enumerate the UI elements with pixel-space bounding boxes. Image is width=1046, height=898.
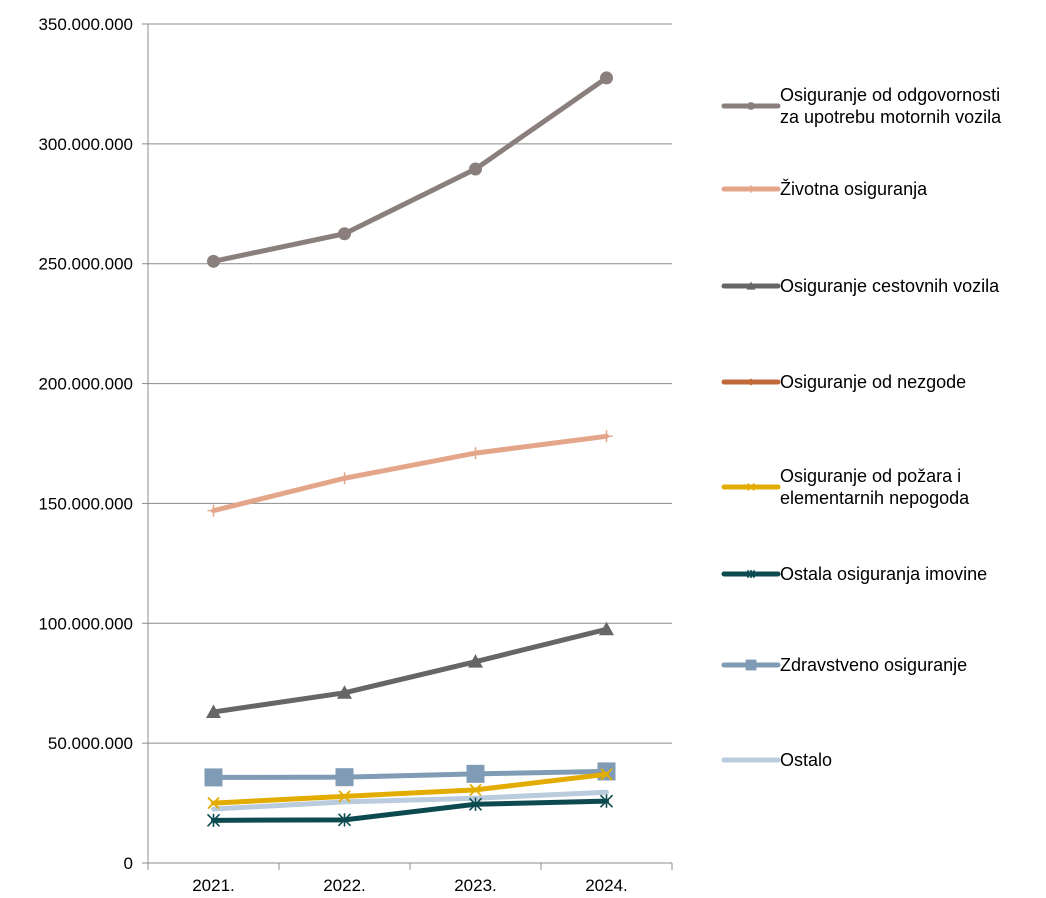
x-axis-tick-labels: 2021. 2022. 2023. 2024. <box>192 876 628 895</box>
data-point <box>600 71 613 84</box>
data-point <box>205 768 223 786</box>
legend-label: elementarnih nepogoda <box>780 488 970 508</box>
y-tick-label: 100.000.000 <box>38 614 133 633</box>
legend-marker <box>747 378 754 385</box>
data-point <box>338 227 351 240</box>
series-group <box>205 71 616 826</box>
series-line-6 <box>214 771 607 777</box>
y-tick-label: 150.000.000 <box>38 494 133 513</box>
x-tick-label: 2022. <box>323 876 366 895</box>
legend-label: Osiguranje od odgovornosti <box>780 85 1000 105</box>
y-tick-label: 300.000.000 <box>38 135 133 154</box>
y-tick-label: 250.000.000 <box>38 255 133 274</box>
series-line-2 <box>214 629 607 712</box>
y-tick-label: 0 <box>124 854 133 873</box>
data-point <box>467 765 485 783</box>
y-tick-label: 200.000.000 <box>38 375 133 394</box>
gridlines <box>148 24 672 743</box>
x-tick-label: 2023. <box>454 876 497 895</box>
x-tick-label: 2024. <box>585 876 628 895</box>
data-point <box>208 505 220 517</box>
x-tick-label: 2021. <box>192 876 235 895</box>
legend-marker <box>747 102 755 110</box>
legend-label: Ostalo <box>780 750 832 770</box>
legend-label: Osiguranje od požara i <box>780 466 961 486</box>
data-point <box>601 430 613 442</box>
legend-label: za upotrebu motornih vozila <box>780 107 1002 127</box>
legend-label: Ostala osiguranja imovine <box>780 564 987 584</box>
legend-label: Zdravstveno osiguranje <box>780 655 967 675</box>
series-line-0 <box>214 78 607 261</box>
legend-label: Osiguranje cestovnih vozila <box>780 276 1000 296</box>
series-line-1 <box>214 436 607 510</box>
legend-label: Životna osiguranja <box>780 179 928 199</box>
data-point <box>336 768 354 786</box>
data-point <box>207 255 220 268</box>
data-point <box>339 472 351 484</box>
data-point <box>470 447 482 459</box>
data-point <box>469 163 482 176</box>
legend-marker <box>747 185 754 192</box>
legend-marker <box>746 660 757 671</box>
y-tick-label: 350.000.000 <box>38 15 133 34</box>
data-point <box>598 762 616 780</box>
legend-label: Osiguranje od nezgode <box>780 372 966 392</box>
y-axis-tick-labels: 0 50.000.000 100.000.000 150.000.000 200.000… <box>38 15 133 873</box>
y-tick-label: 50.000.000 <box>48 734 133 753</box>
